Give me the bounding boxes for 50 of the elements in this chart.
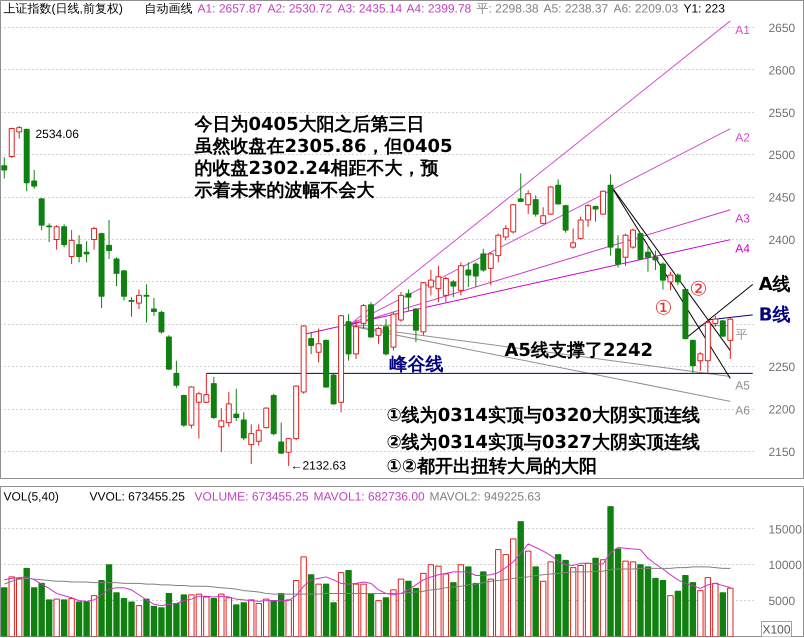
series-label: A2	[735, 130, 750, 145]
y-tick-label: 2600	[768, 63, 796, 78]
series-label: A4	[735, 242, 750, 256]
series-label: A5	[735, 378, 750, 392]
annotation: 虽然收盘在2305.86，但0405	[194, 136, 453, 157]
annotation: 平: 2298.38	[476, 2, 539, 16]
annotation: A6: 2209.03	[614, 2, 679, 16]
annotation: A5: 2238.37	[544, 2, 609, 16]
y-tick-label: 2400	[768, 233, 796, 247]
series-label: A3	[735, 212, 750, 226]
annotation: VVOL: 673455.25	[90, 490, 186, 504]
y-tick-label: 2450	[768, 190, 796, 205]
series-label: 平	[735, 328, 748, 342]
annotation: A3: 2435.14	[338, 2, 403, 16]
annotation: ①线为0314实顶与0320大阴实顶连线	[386, 405, 700, 426]
annotation: MAVOL2: 949225.63	[430, 490, 542, 504]
series-label: A6	[735, 403, 750, 418]
annotation: ②线为0314实顶与0327大阴实顶连线	[386, 432, 700, 453]
annotation: ②	[690, 276, 708, 300]
annotation: A5线支撑了2242	[504, 340, 654, 361]
annotation: Y1: 223	[684, 2, 726, 16]
y-tick-label: 2200	[768, 402, 796, 417]
annotation: A2: 2530.72	[268, 2, 333, 16]
y-tick-label: 2500	[768, 148, 796, 162]
annotation: VOL(5,40)	[4, 490, 59, 504]
y-tick-label: 2650	[768, 21, 796, 36]
annotation: ←2132.63	[290, 458, 346, 472]
annotation: 自动画线	[144, 2, 192, 16]
y-axis-title: X100	[762, 622, 791, 636]
y-tick-label: 2150	[768, 444, 796, 459]
annotation: ①	[654, 296, 672, 320]
annotation: A1: 2657.87	[198, 2, 263, 16]
annotation: ①②都开出扭转大局的大阳	[386, 456, 597, 477]
series-label: A线	[758, 274, 791, 295]
annotation: 的收盘2302.24相距不大，预	[194, 158, 440, 179]
series-label: 峰谷线	[390, 354, 444, 375]
y-tick-label: 15000	[768, 522, 802, 536]
y-tick-label: 2250	[768, 360, 796, 374]
series-label: B线	[758, 304, 790, 326]
annotation: A4: 2399.78	[406, 2, 472, 16]
annotation: 今日为0405大阳之后第三日	[194, 114, 425, 135]
annotation: MAVOL1: 682736.00	[314, 490, 426, 504]
y-tick-label: 2550	[768, 106, 796, 120]
y-tick-label: 10000	[768, 558, 802, 572]
annotation: 示着未来的波幅不会大	[194, 180, 376, 201]
chart-title: 上证指数(日线,前复权)	[4, 2, 123, 16]
series-label: A1	[735, 22, 750, 37]
y-tick-label: 5000	[768, 594, 796, 608]
annotation: VOLUME: 673455.25	[194, 490, 309, 504]
annotation: 2534.06	[36, 127, 80, 141]
